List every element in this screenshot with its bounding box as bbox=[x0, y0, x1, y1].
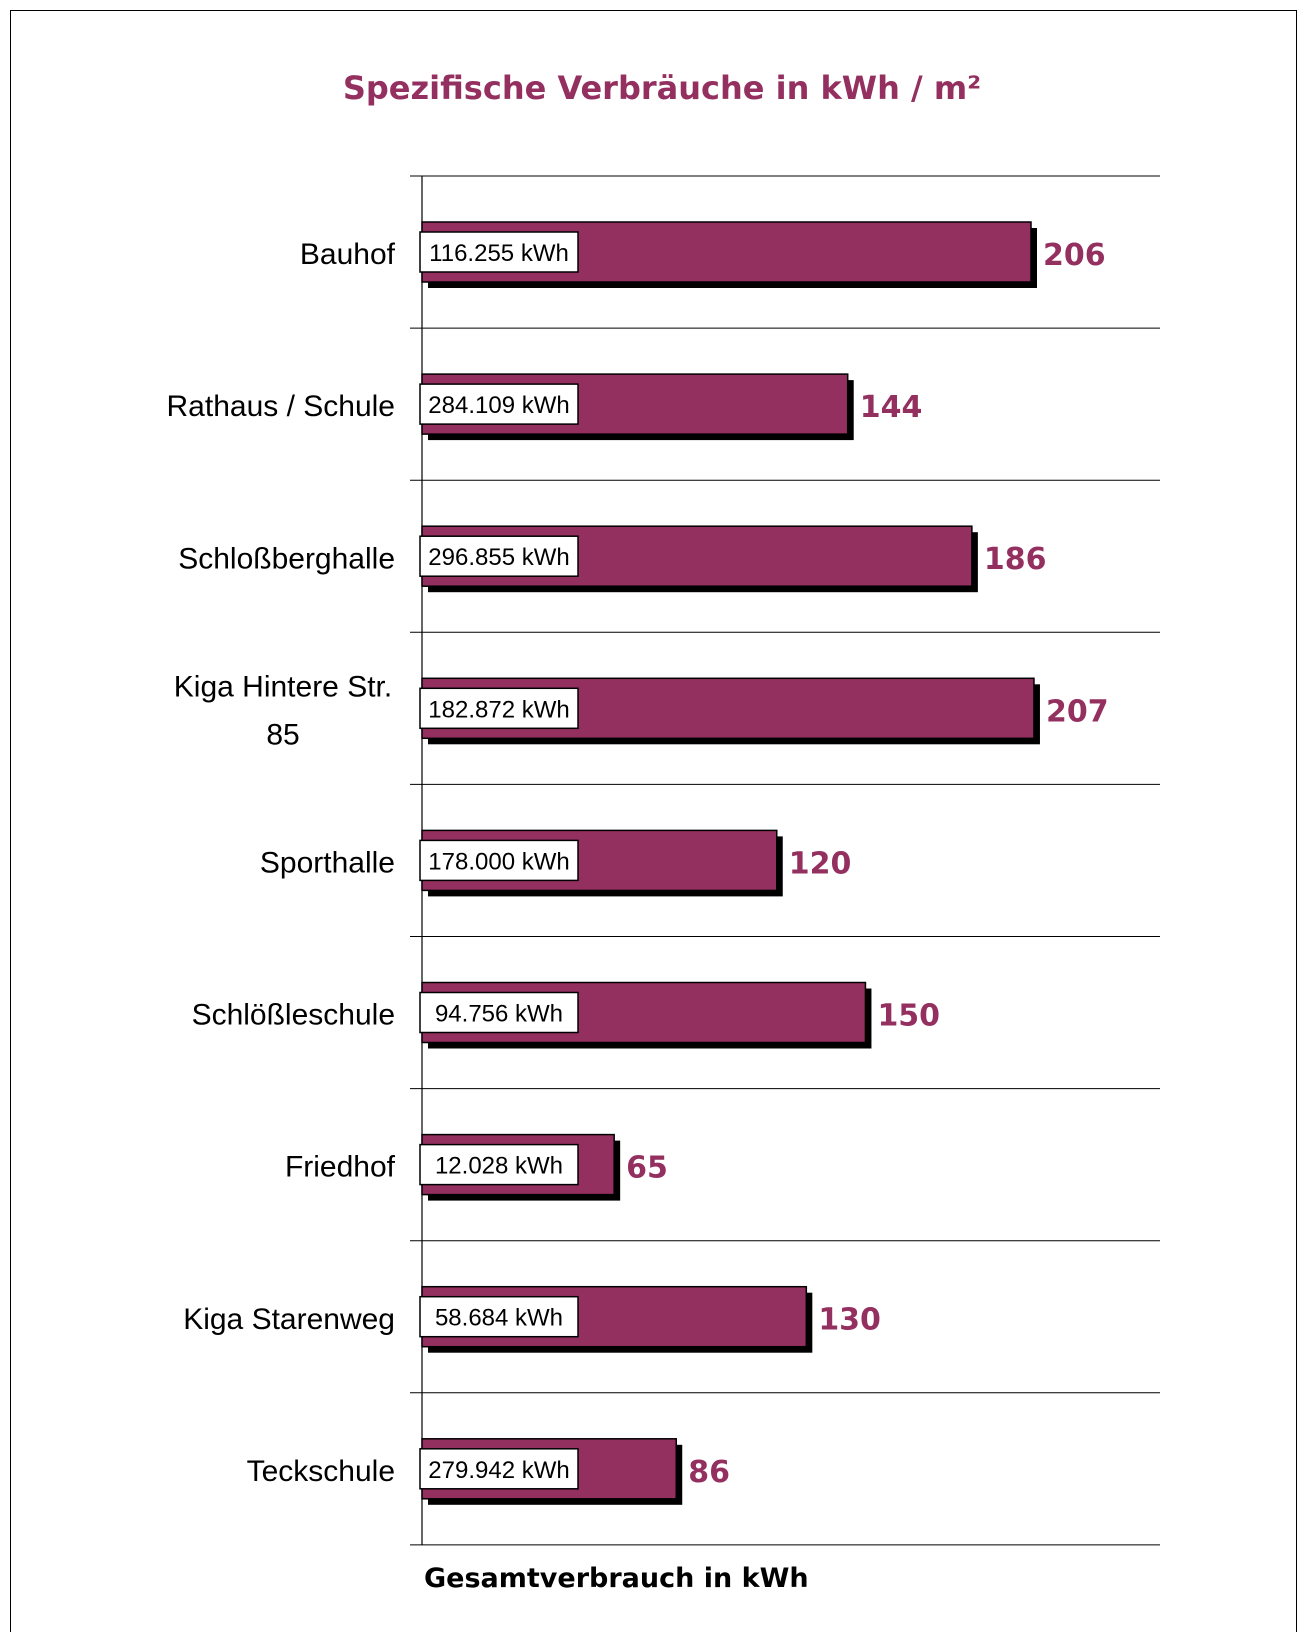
total-label: 58.684 kWh bbox=[435, 1305, 563, 1332]
x-axis-label: Gesamtverbrauch in kWh bbox=[424, 1563, 809, 1594]
value-label: 207 bbox=[1046, 694, 1109, 729]
category-label: Schloßberghalle bbox=[178, 542, 395, 575]
total-label: 94.756 kWh bbox=[435, 1001, 563, 1028]
value-label: 186 bbox=[984, 542, 1047, 577]
total-box bbox=[419, 1143, 579, 1186]
category-label: Sporthalle bbox=[260, 846, 395, 879]
value-label: 130 bbox=[818, 1303, 881, 1338]
value-label: 206 bbox=[1043, 238, 1106, 273]
total-box bbox=[419, 535, 579, 577]
total-box bbox=[419, 383, 579, 425]
total-box bbox=[419, 991, 579, 1034]
category-label: Kiga Starenweg bbox=[183, 1303, 395, 1336]
value-label: 65 bbox=[626, 1151, 668, 1186]
category-label: Teckschule bbox=[247, 1455, 395, 1488]
chart-frame bbox=[10, 10, 1297, 1632]
value-label: 86 bbox=[688, 1455, 730, 1490]
total-label: 279.942 kWh bbox=[428, 1457, 569, 1484]
total-label: 116.255 kWh bbox=[429, 240, 569, 267]
total-box bbox=[419, 231, 579, 273]
total-label: 284.109 kWh bbox=[428, 392, 569, 419]
value-label: 144 bbox=[860, 390, 923, 425]
bar-group: 116.255 kWh 206 Bauhof 284.109 kWh 144 Rathau… bbox=[167, 221, 1109, 1505]
total-label: 182.872 kWh bbox=[428, 696, 569, 723]
category-label: Rathaus / Schule bbox=[167, 390, 395, 423]
gridlines bbox=[410, 175, 1160, 1546]
total-label: 296.855 kWh bbox=[428, 544, 569, 571]
chart-title: Spezifische Verbräuche in kWh / m² bbox=[343, 69, 981, 107]
total-box bbox=[419, 1295, 579, 1338]
total-label: 12.028 kWh bbox=[435, 1153, 563, 1180]
value-label: 150 bbox=[877, 999, 940, 1034]
category-label: Kiga Hintere Str. 85 bbox=[174, 670, 392, 751]
category-label: Bauhof bbox=[300, 238, 396, 271]
total-box bbox=[419, 839, 579, 882]
value-label: 120 bbox=[789, 846, 852, 881]
category-label: Friedhof bbox=[285, 1151, 396, 1184]
total-box bbox=[419, 1448, 579, 1490]
total-label: 178.000 kWh bbox=[428, 848, 569, 875]
category-label: Schlößleschule bbox=[192, 999, 395, 1032]
total-box bbox=[419, 687, 579, 730]
